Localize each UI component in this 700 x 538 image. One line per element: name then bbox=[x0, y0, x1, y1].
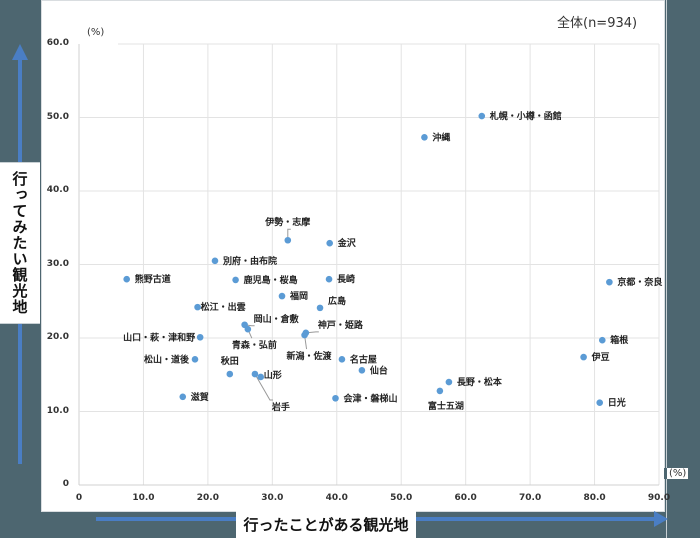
x-tick-label: 40.0 bbox=[325, 493, 348, 503]
data-point bbox=[251, 370, 259, 378]
data-point bbox=[278, 292, 286, 300]
data-point bbox=[244, 325, 252, 333]
data-point bbox=[196, 333, 204, 341]
point-label: 仙台 bbox=[370, 364, 388, 376]
point-label: 山口・萩・津和野 bbox=[123, 331, 195, 343]
x-tick-label: 50.0 bbox=[390, 493, 413, 503]
data-point bbox=[226, 370, 234, 378]
data-point bbox=[123, 275, 130, 283]
point-label: 京都・奈良 bbox=[617, 276, 662, 288]
leader-line bbox=[287, 228, 291, 241]
x-axis-title: 行ったことがある観光地 bbox=[243, 515, 409, 534]
chart-panel bbox=[41, 0, 665, 512]
y-axis-arrow-shaft bbox=[18, 322, 22, 464]
data-point bbox=[301, 331, 308, 339]
data-point bbox=[606, 278, 613, 286]
y-tick-label: 60.0 bbox=[46, 38, 69, 48]
point-label: 沖縄 bbox=[432, 131, 450, 143]
y-axis-arrow-shaft bbox=[18, 58, 22, 162]
y-tick-label: 40.0 bbox=[46, 185, 69, 195]
x-axis-unit: (%) bbox=[664, 468, 692, 479]
y-axis-title: 行ってみたい観光地 bbox=[10, 171, 29, 315]
data-point bbox=[338, 356, 346, 363]
data-point bbox=[596, 399, 604, 406]
point-label: 青森・弘前 bbox=[232, 339, 277, 351]
y-axis-arrow-icon bbox=[12, 44, 28, 60]
data-point bbox=[445, 378, 453, 386]
point-label: 別府・由布院 bbox=[222, 255, 277, 267]
point-label: 新潟・佐渡 bbox=[287, 350, 333, 362]
leader-line bbox=[305, 331, 319, 334]
point-label: 名古屋 bbox=[350, 353, 377, 365]
data-point bbox=[325, 275, 333, 283]
y-axis-title-box: 行ってみたい観光地 bbox=[0, 162, 40, 324]
data-points bbox=[123, 112, 613, 406]
data-point bbox=[326, 239, 333, 247]
point-label: 松江・出雲 bbox=[201, 301, 246, 313]
point-label: 金沢 bbox=[337, 237, 357, 249]
point-label: 長崎 bbox=[337, 273, 355, 285]
point-label: 鹿児島・桜島 bbox=[243, 274, 298, 286]
data-point bbox=[284, 236, 292, 244]
data-point bbox=[316, 304, 324, 312]
point-label: 伊豆 bbox=[591, 351, 610, 363]
x-tick-label: 60.0 bbox=[454, 493, 477, 503]
x-tick-label: 90.0 bbox=[647, 493, 671, 503]
point-label: 福岡 bbox=[289, 290, 308, 302]
point-label: 広島 bbox=[328, 295, 346, 307]
point-label: 神戸・姫路 bbox=[318, 319, 364, 331]
y-tick-label: 30.0 bbox=[46, 258, 69, 269]
point-label: 岩手 bbox=[271, 401, 290, 413]
data-point bbox=[211, 257, 219, 265]
data-point bbox=[436, 387, 444, 395]
data-point bbox=[232, 276, 239, 284]
x-tick-label: 20.0 bbox=[196, 493, 219, 503]
chart-subtitle: 全体(n=934) bbox=[557, 16, 638, 31]
leader-line bbox=[254, 373, 273, 401]
x-tick-label: 0 bbox=[75, 493, 83, 503]
data-point bbox=[194, 303, 201, 311]
data-point bbox=[179, 393, 187, 401]
data-point bbox=[598, 336, 606, 344]
point-label: 箱根 bbox=[610, 334, 629, 346]
point-label: 富士五湖 bbox=[428, 400, 464, 412]
data-point bbox=[358, 367, 366, 374]
x-tick-label: 30.0 bbox=[261, 493, 284, 503]
x-axis-arrow-icon bbox=[654, 511, 668, 527]
x-axis-arrow-shaft bbox=[416, 517, 656, 521]
y-tick-label: 10.0 bbox=[46, 405, 69, 416]
data-point bbox=[421, 134, 428, 141]
x-tick-label: 10.0 bbox=[132, 493, 155, 503]
point-label: 日光 bbox=[608, 397, 626, 409]
data-point bbox=[257, 373, 265, 381]
point-label: 岡山・倉敷 bbox=[254, 313, 300, 325]
y-tick-label: 20.0 bbox=[46, 332, 69, 342]
data-point bbox=[580, 353, 587, 361]
frame-line bbox=[666, 0, 667, 538]
data-point bbox=[332, 394, 339, 402]
x-tick-label: 80.0 bbox=[583, 493, 606, 503]
y-axis-unit: (%) bbox=[84, 27, 108, 38]
point-label: 長野・松本 bbox=[457, 376, 503, 388]
point-label: 伊勢・志摩 bbox=[264, 216, 310, 228]
y-tick-label: 0 bbox=[62, 479, 69, 489]
point-label: 札幌・小樽・函館 bbox=[489, 110, 562, 122]
point-label: 秋田 bbox=[220, 355, 239, 367]
point-label: 熊野古道 bbox=[135, 273, 171, 285]
point-label: 会津・磐梯山 bbox=[343, 392, 397, 404]
data-point bbox=[191, 356, 199, 363]
data-point bbox=[478, 112, 486, 120]
x-axis-title-box: 行ったことがある観光地 bbox=[236, 510, 416, 538]
x-axis-arrow-shaft bbox=[96, 517, 236, 521]
y-tick-label: 50.0 bbox=[46, 111, 69, 122]
point-label: 滋賀 bbox=[191, 391, 209, 403]
gridlines bbox=[78, 43, 660, 486]
point-label: 松山・道後 bbox=[144, 353, 190, 365]
point-label: 山形 bbox=[264, 369, 282, 381]
x-axis-unit-text: (%) bbox=[667, 468, 689, 479]
x-tick-label: 70.0 bbox=[519, 493, 542, 503]
